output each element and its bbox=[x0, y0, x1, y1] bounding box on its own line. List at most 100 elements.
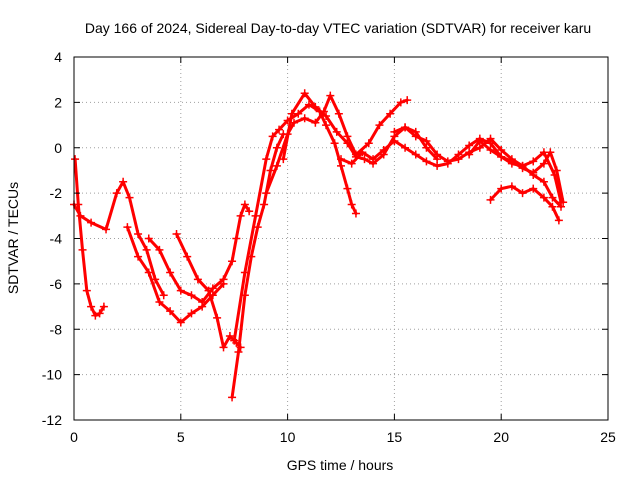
data-point bbox=[208, 284, 217, 293]
data-point bbox=[234, 347, 243, 356]
y-tick-label: 0 bbox=[54, 140, 62, 156]
data-point bbox=[268, 132, 277, 141]
data-point bbox=[99, 302, 108, 311]
data-point bbox=[337, 155, 345, 164]
data-point bbox=[546, 148, 555, 157]
data-point bbox=[486, 134, 495, 143]
data-point bbox=[334, 109, 343, 118]
x-tick-label: 20 bbox=[493, 429, 509, 445]
data-point bbox=[518, 189, 527, 198]
data-point bbox=[134, 252, 143, 261]
data-point bbox=[123, 223, 132, 232]
data-point bbox=[552, 166, 561, 175]
data-point bbox=[144, 234, 153, 243]
data-point bbox=[300, 89, 309, 98]
data-point bbox=[548, 202, 557, 211]
data-point bbox=[475, 136, 484, 145]
data-point bbox=[401, 143, 410, 152]
data-point bbox=[144, 268, 153, 277]
data-point bbox=[304, 100, 313, 109]
data-point bbox=[343, 132, 352, 141]
data-point bbox=[102, 225, 111, 234]
data-point bbox=[228, 257, 237, 266]
data-point bbox=[454, 155, 463, 164]
series-track-8 bbox=[262, 91, 412, 198]
data-point bbox=[330, 139, 339, 148]
data-point bbox=[155, 298, 164, 307]
data-point bbox=[232, 234, 241, 243]
data-point bbox=[287, 109, 296, 118]
data-point bbox=[125, 193, 134, 202]
data-point bbox=[386, 109, 395, 118]
data-point bbox=[360, 155, 369, 164]
data-point bbox=[422, 143, 431, 152]
tick-layer: 0 5 10 15 20 25 -12 -10 -8 -6 -4 -2 0 2 4 bbox=[42, 49, 616, 445]
data-point bbox=[71, 155, 80, 164]
data-point bbox=[465, 150, 474, 159]
series-layer bbox=[70, 89, 568, 402]
x-tick-label: 10 bbox=[280, 429, 296, 445]
data-point bbox=[337, 161, 345, 170]
data-point bbox=[557, 202, 566, 211]
x-tick-label: 15 bbox=[387, 429, 403, 445]
data-point bbox=[486, 195, 495, 204]
series-line bbox=[73, 157, 106, 318]
data-point bbox=[529, 157, 538, 166]
data-point bbox=[326, 91, 335, 100]
data-point bbox=[529, 184, 538, 193]
series-line bbox=[232, 103, 358, 343]
series-line bbox=[281, 91, 439, 166]
data-point bbox=[351, 209, 360, 218]
data-point bbox=[262, 155, 271, 164]
data-point bbox=[507, 157, 516, 166]
data-point bbox=[539, 177, 548, 186]
data-point bbox=[422, 136, 431, 145]
data-point bbox=[166, 268, 175, 277]
data-point bbox=[548, 193, 557, 202]
data-point bbox=[193, 275, 202, 284]
data-point bbox=[497, 146, 506, 155]
data-point bbox=[311, 102, 320, 111]
data-point bbox=[236, 211, 245, 220]
data-point bbox=[213, 313, 222, 322]
y-tick-label: 2 bbox=[54, 94, 62, 110]
data-point bbox=[219, 343, 228, 352]
data-point bbox=[166, 307, 175, 316]
data-point bbox=[82, 286, 91, 295]
data-point bbox=[401, 123, 410, 132]
data-point bbox=[266, 166, 275, 175]
grid-layer bbox=[74, 57, 608, 420]
data-point bbox=[411, 150, 420, 159]
data-point bbox=[176, 318, 185, 327]
data-point bbox=[272, 161, 281, 170]
data-point bbox=[497, 152, 506, 161]
data-point bbox=[112, 189, 121, 198]
data-point bbox=[183, 252, 192, 261]
y-tick-label: -6 bbox=[50, 276, 63, 292]
data-point bbox=[497, 184, 506, 193]
data-point bbox=[225, 332, 234, 341]
data-point bbox=[554, 216, 563, 225]
data-point bbox=[322, 111, 331, 120]
y-tick-label: -2 bbox=[50, 185, 63, 201]
data-point bbox=[87, 302, 96, 311]
data-point bbox=[422, 157, 431, 166]
data-point bbox=[76, 211, 85, 220]
data-point bbox=[539, 159, 548, 168]
y-tick-label: -12 bbox=[42, 412, 62, 428]
series-track-6 bbox=[228, 130, 288, 402]
data-point bbox=[343, 184, 352, 193]
data-point bbox=[507, 182, 516, 191]
data-point bbox=[529, 168, 538, 177]
data-point bbox=[142, 245, 151, 254]
data-point bbox=[343, 139, 352, 148]
data-point bbox=[219, 275, 228, 284]
y-tick-label: -4 bbox=[50, 231, 63, 247]
series-line bbox=[230, 132, 285, 399]
data-point bbox=[559, 198, 568, 207]
data-point bbox=[240, 200, 249, 209]
data-point bbox=[347, 200, 356, 209]
series-track-13 bbox=[465, 136, 568, 207]
data-point bbox=[390, 127, 399, 136]
